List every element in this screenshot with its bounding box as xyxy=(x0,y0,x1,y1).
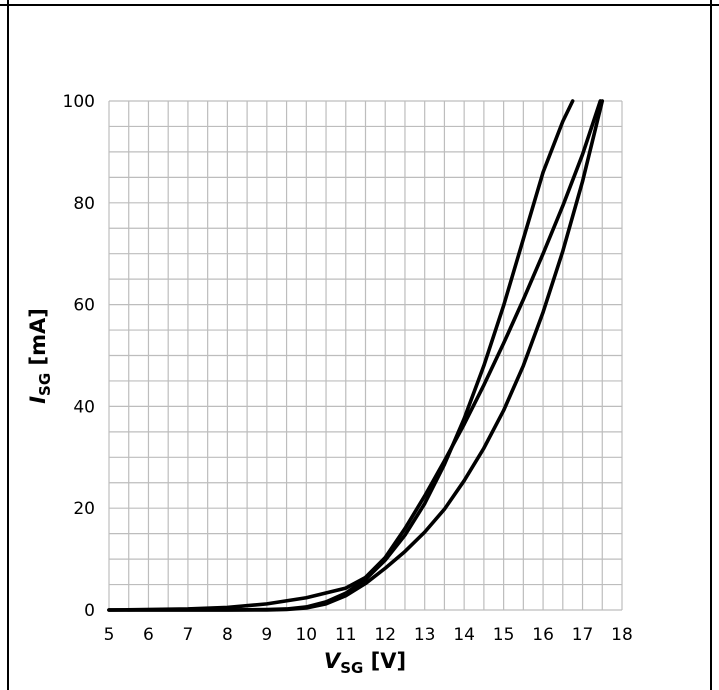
series-layer xyxy=(107,99,605,612)
x-tick-label: 14 xyxy=(453,625,475,645)
y-tick-label: 80 xyxy=(73,194,95,214)
x-axis-title: VSG [V] xyxy=(324,649,406,677)
grid xyxy=(108,100,623,611)
x-tick-label: 12 xyxy=(374,625,396,645)
y-tick-label: 20 xyxy=(73,499,95,519)
x-tick-labels: 5 6 7 8 9 10 11 12 13 14 15 16 17 18 xyxy=(104,625,633,645)
y-tick-labels: 0 20 40 60 80 100 xyxy=(63,92,95,621)
x-tick-label: 8 xyxy=(222,625,233,645)
x-tick-label: 15 xyxy=(493,625,515,645)
y-tick-label: 0 xyxy=(84,601,95,621)
y-tick-label: 40 xyxy=(73,397,95,417)
x-tick-label: 18 xyxy=(611,625,633,645)
x-tick-label: 17 xyxy=(572,625,594,645)
series-line-3 xyxy=(107,99,605,612)
x-axis-title-main: V xyxy=(324,649,342,673)
x-tick-label: 5 xyxy=(104,625,115,645)
x-tick-label: 11 xyxy=(335,625,357,645)
series-line-1 xyxy=(107,99,603,612)
y-tick-label: 100 xyxy=(63,92,95,112)
y-axis-title-unit: [mA] xyxy=(26,308,50,373)
x-tick-label: 16 xyxy=(532,625,554,645)
x-tick-label: 6 xyxy=(143,625,154,645)
x-tick-label: 13 xyxy=(414,625,436,645)
x-axis-title-sub: SG xyxy=(340,659,363,677)
x-tick-label: 9 xyxy=(261,625,272,645)
y-tick-label: 60 xyxy=(73,296,95,316)
y-axis-title-main: I xyxy=(26,396,50,404)
x-axis-title-unit: [V] xyxy=(363,649,406,673)
y-axis-title-sub: SG xyxy=(36,373,54,396)
x-tick-label: 7 xyxy=(183,625,194,645)
y-axis-title: ISG [mA] xyxy=(26,308,54,404)
x-tick-label: 10 xyxy=(295,625,317,645)
